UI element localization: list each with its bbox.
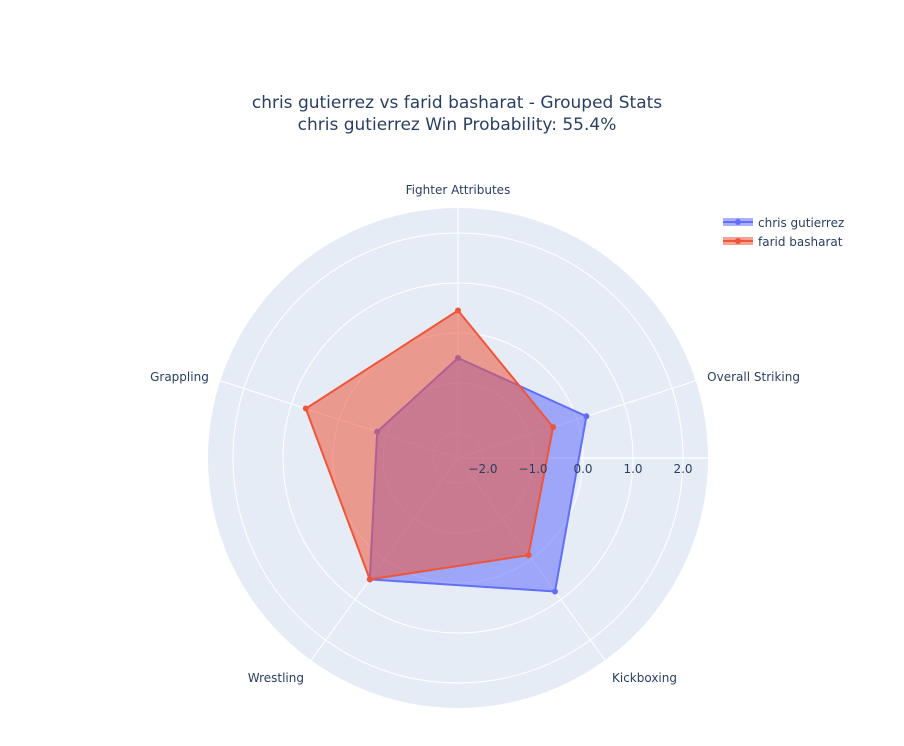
data-point-farid-basharat xyxy=(550,424,557,431)
radial-tick-label: 2.0 xyxy=(673,462,692,476)
legend-marker xyxy=(735,219,741,225)
data-point-farid-basharat xyxy=(302,405,309,412)
angular-axis-label: Grappling xyxy=(150,370,209,384)
chart-title: chris gutierrez vs farid basharat - Grou… xyxy=(252,93,662,113)
angular-axis-label: Kickboxing xyxy=(612,671,677,685)
legend-label: farid basharat xyxy=(758,235,843,249)
legend-item-chris-gutierrez[interactable]: chris gutierrez xyxy=(723,216,844,230)
radial-tick-label: 1.0 xyxy=(623,462,642,476)
radial-tick-label: 0.0 xyxy=(573,462,592,476)
angular-axis-label: Wrestling xyxy=(248,671,304,685)
data-point-farid-basharat xyxy=(366,576,373,583)
series-layer xyxy=(302,307,590,595)
radial-tick-label: −2.0 xyxy=(468,462,497,476)
legend-marker xyxy=(735,238,741,244)
legend-label: chris gutierrez xyxy=(758,216,844,230)
chart-subtitle: chris gutierrez Win Probability: 55.4% xyxy=(298,115,617,135)
data-point-chris-gutierrez xyxy=(551,588,558,595)
data-point-farid-basharat xyxy=(455,307,461,314)
data-point-farid-basharat xyxy=(525,552,532,559)
series-area-farid-basharat xyxy=(304,309,555,581)
angular-axis-label: Fighter Attributes xyxy=(406,183,511,197)
radial-ticks: −2.0 −1.0 0.0 1.0 2.0 xyxy=(468,462,692,476)
legend-item-farid-basharat[interactable]: farid basharat xyxy=(723,235,843,249)
angular-axis-labels: Fighter Attributes Overall Striking Kickbo… xyxy=(150,183,800,685)
legend: chris gutierrez farid basharat xyxy=(723,216,844,249)
radial-tick-label: −1.0 xyxy=(518,462,547,476)
angular-axis-label: Overall Striking xyxy=(707,370,800,384)
data-point-chris-gutierrez xyxy=(583,413,590,420)
